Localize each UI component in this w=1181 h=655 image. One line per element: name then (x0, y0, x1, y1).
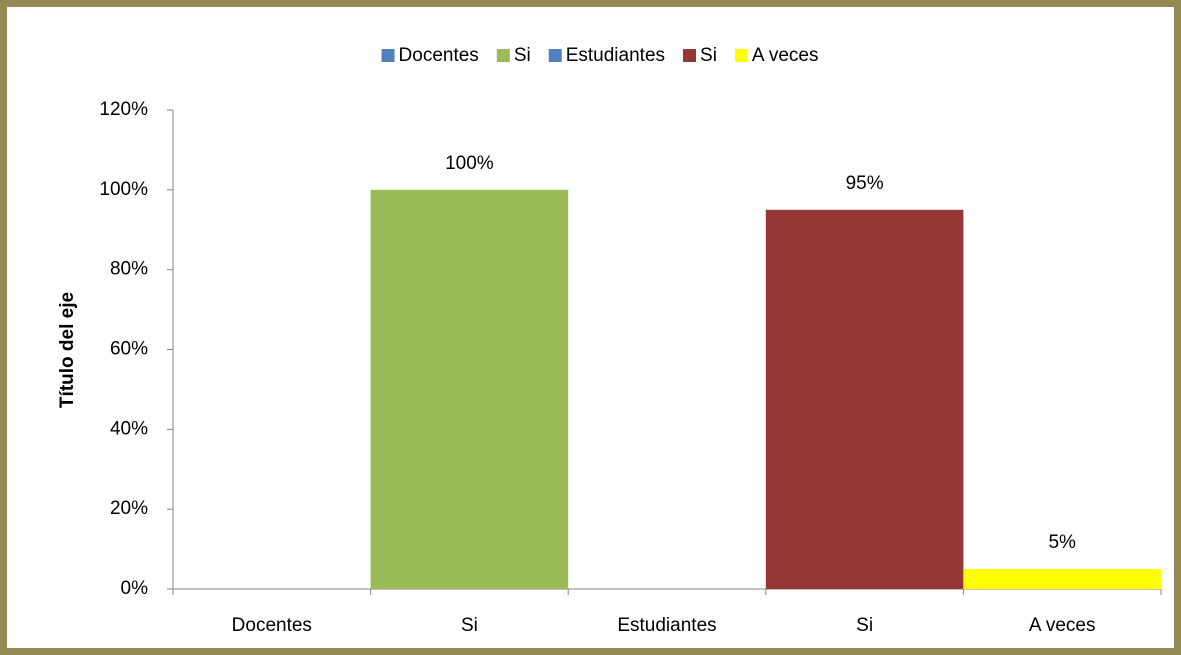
legend-label: Estudiantes (566, 45, 665, 66)
y-tick-label: 60% (110, 339, 148, 360)
x-tick-label: Si (461, 615, 478, 636)
y-tick-label: 120% (99, 99, 148, 120)
bar (963, 569, 1161, 589)
y-tick-label: 0% (121, 578, 149, 599)
data-label: 95% (846, 173, 884, 194)
legend-label: Docentes (399, 45, 479, 66)
legend-label: Si (514, 45, 531, 66)
legend-swatch (496, 49, 510, 62)
y-tick-label: 80% (110, 259, 148, 280)
bar (765, 209, 964, 589)
x-tick-label: Docentes (232, 615, 312, 636)
y-tick-label: 20% (110, 498, 148, 519)
data-label: 100% (445, 153, 494, 174)
y-tick-label: 100% (99, 179, 148, 200)
data-label: 5% (1048, 532, 1076, 553)
legend-label: Si (700, 45, 717, 66)
y-axis-title: Título del eje (57, 292, 78, 408)
legend-swatch (683, 49, 697, 62)
legend-swatch (381, 49, 395, 62)
legend-label: A veces (752, 45, 819, 66)
x-tick-label: A veces (1029, 615, 1096, 636)
y-tick-label: 40% (110, 418, 148, 439)
bar (370, 189, 569, 590)
x-tick-label: Estudiantes (617, 615, 716, 636)
x-tick-label: Si (856, 615, 873, 636)
legend-swatch (548, 49, 562, 62)
legend-swatch (734, 49, 748, 62)
